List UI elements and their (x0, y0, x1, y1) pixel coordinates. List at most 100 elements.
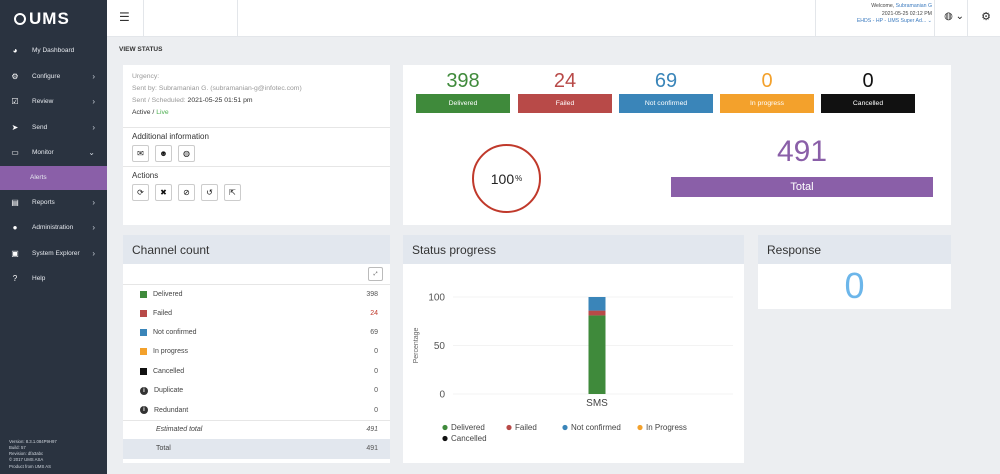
settings-gear-icon[interactable]: ⚙ (981, 11, 991, 23)
refresh-icon[interactable]: ⟳ (132, 184, 149, 201)
y-axis-label: Percentage (413, 327, 420, 363)
table-row: i Duplicate 0 (123, 381, 390, 400)
sidebar-item-label: Administration (32, 224, 74, 232)
stat-delivered[interactable]: 398 Delivered (416, 68, 510, 113)
sidebar-item-label: My Dashboard (32, 47, 75, 55)
user-name-link[interactable]: Subramanian G (895, 3, 932, 9)
undo-icon[interactable]: ↺ (201, 184, 218, 201)
stat-in-progress[interactable]: 0 In progress (720, 68, 814, 113)
sidebar-item-monitor[interactable]: ▭ Monitor ⌄ (0, 140, 107, 166)
sidebar-footer: Version: 8.3.1.084P9H97 Build: 57 Revision… (9, 439, 57, 470)
row-value: 0 (374, 367, 378, 375)
users-icon[interactable]: ☻ (155, 145, 172, 162)
dashboard-icon: ◕ (12, 46, 18, 56)
stat-value: 0 (862, 70, 874, 92)
row-value: 0 (374, 348, 378, 356)
bar-failed (588, 310, 606, 316)
table-row: Cancelled 0 (123, 362, 390, 381)
envelope-icon[interactable]: ✉ (132, 145, 149, 162)
y-tick-label: 50 (434, 341, 446, 352)
table-row: Not confirmed 69 (123, 323, 390, 342)
row-label: Cancelled (153, 367, 185, 375)
sidebar-item-label: System Explorer (32, 249, 80, 257)
stat-failed[interactable]: 24 Failed (518, 68, 612, 113)
globe-icon[interactable]: ◍ (178, 145, 195, 162)
stat-label: Failed (518, 94, 612, 113)
stat-label: Cancelled (821, 94, 915, 113)
sidebar-item-configure[interactable]: ⚙ Configure › (0, 64, 107, 90)
sidebar-item-administration[interactable]: ● Administration › (0, 215, 107, 241)
chevron-icon: › (92, 97, 95, 107)
table-row: Delivered 398 (123, 284, 390, 303)
bar-delivered (588, 315, 606, 394)
status-progress-chart: 0 50 100 Percentage SMS Delivered Failed Not co… (413, 293, 733, 443)
active-status-value: Live (156, 109, 169, 116)
x-tick-label: SMS (586, 398, 608, 409)
user-icon: ● (12, 223, 18, 233)
divider (967, 0, 968, 37)
sidebar-item-send[interactable]: ➤ Send › (0, 115, 107, 141)
total-row-value: 491 (366, 445, 378, 453)
external-link-icon[interactable]: ⇱ (224, 184, 241, 201)
welcome-text: Welcome, (871, 3, 896, 9)
sidebar-item-review[interactable]: ☑ Review › (0, 89, 107, 115)
sidebar-item-help[interactable]: ? Help (0, 266, 107, 292)
status-progress-card: Status progress 0 50 100 Percentage SMS Deliv… (403, 235, 744, 463)
ban-icon[interactable]: ⊘ (178, 184, 195, 201)
chevron-icon: › (92, 248, 95, 258)
completion-percent: 100 (490, 170, 515, 187)
status-progress-title: Status progress (403, 235, 744, 264)
status-summary-card: 100% 491 Total 398 Delivered 24 Failed 69 Not… (403, 65, 951, 225)
stat-label: In progress (720, 94, 814, 113)
stat-not-confirmed[interactable]: 69 Not confirmed (619, 68, 713, 113)
legend-label: Delivered (451, 423, 485, 432)
logo-text: UMS (29, 9, 70, 28)
expand-table-button[interactable]: ⤢ (368, 267, 383, 281)
active-label: Active / (132, 109, 157, 116)
sidebar-nav: ◕ My Dashboard ⚙ Configure › ☑ Review › ➤ Send › ▭ M… (0, 38, 107, 292)
status-swatch (140, 348, 147, 356)
chevron-icon: › (92, 223, 95, 233)
legend-marker (506, 424, 512, 431)
footer-line: Version: 8.3.1.084P9H97 (9, 438, 57, 444)
row-label: Duplicate (154, 387, 184, 395)
sidebar-item-system-explorer[interactable]: ▣ System Explorer › (0, 241, 107, 267)
footer-line: Revision: dfa3abc (9, 451, 44, 457)
logo[interactable]: UMS (0, 0, 107, 38)
stat-label: Delivered (416, 94, 510, 113)
legend-marker (442, 424, 448, 431)
response-card: Response 0 (758, 235, 951, 309)
divider (815, 0, 816, 37)
sidebar-item-label: Send (32, 123, 48, 131)
channel-count-table: Delivered 398 Failed 24 Not confirmed 69 In pr… (123, 284, 390, 420)
organization-select[interactable]: EHDS - HP - UMS Super Ad... ⌄ (856, 18, 932, 24)
sidebar-item-reports[interactable]: ▤ Reports › (0, 190, 107, 216)
close-icon[interactable]: ✖ (155, 184, 172, 201)
language-globe-icon[interactable]: ◍ ⌄ (944, 11, 964, 22)
row-label: Not confirmed (153, 328, 197, 336)
sidebar-item-label: Reports (32, 198, 55, 206)
row-value: 0 (374, 387, 378, 395)
legend-label: Cancelled (451, 434, 487, 443)
info-icon: i (140, 406, 148, 415)
divider (143, 0, 144, 37)
sidebar-item-alerts[interactable]: Alerts (0, 165, 107, 190)
sidebar-item-label: Review (32, 98, 54, 106)
chevron-icon: › (92, 71, 95, 81)
actions-title: Actions (132, 171, 159, 180)
sidebar: UMS ◕ My Dashboard ⚙ Configure › ☑ Review › ➤ Sen… (0, 0, 107, 474)
y-tick-label: 0 (439, 390, 445, 401)
row-label: In progress (153, 348, 189, 356)
estimated-total-label: Estimated total (156, 426, 203, 434)
stat-value: 69 (654, 70, 678, 92)
row-value: 69 (370, 328, 378, 336)
urgency-text: Urgency: (132, 73, 160, 80)
legend-marker (562, 424, 568, 431)
bar-not-confirmed (588, 297, 606, 311)
stat-value: 0 (761, 70, 773, 92)
sidebar-item-my-dashboard[interactable]: ◕ My Dashboard (0, 38, 107, 64)
stat-cancelled[interactable]: 0 Cancelled (821, 68, 915, 113)
monitor-icon: ▭ (11, 148, 19, 158)
response-title: Response (758, 235, 951, 264)
menu-toggle-icon[interactable]: ☰ (119, 10, 130, 24)
